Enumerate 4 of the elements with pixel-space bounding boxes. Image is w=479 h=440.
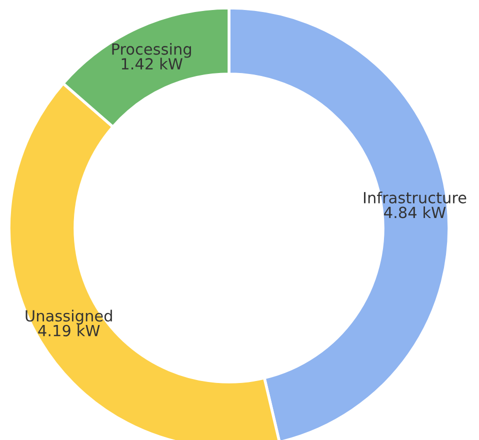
slice-label: Processing: [112, 42, 191, 58]
data-label: 1.42 kW: [122, 58, 182, 70]
data-label: 4.84 kW: [384, 206, 446, 218]
data-label: 4.19 kW: [38, 324, 100, 336]
